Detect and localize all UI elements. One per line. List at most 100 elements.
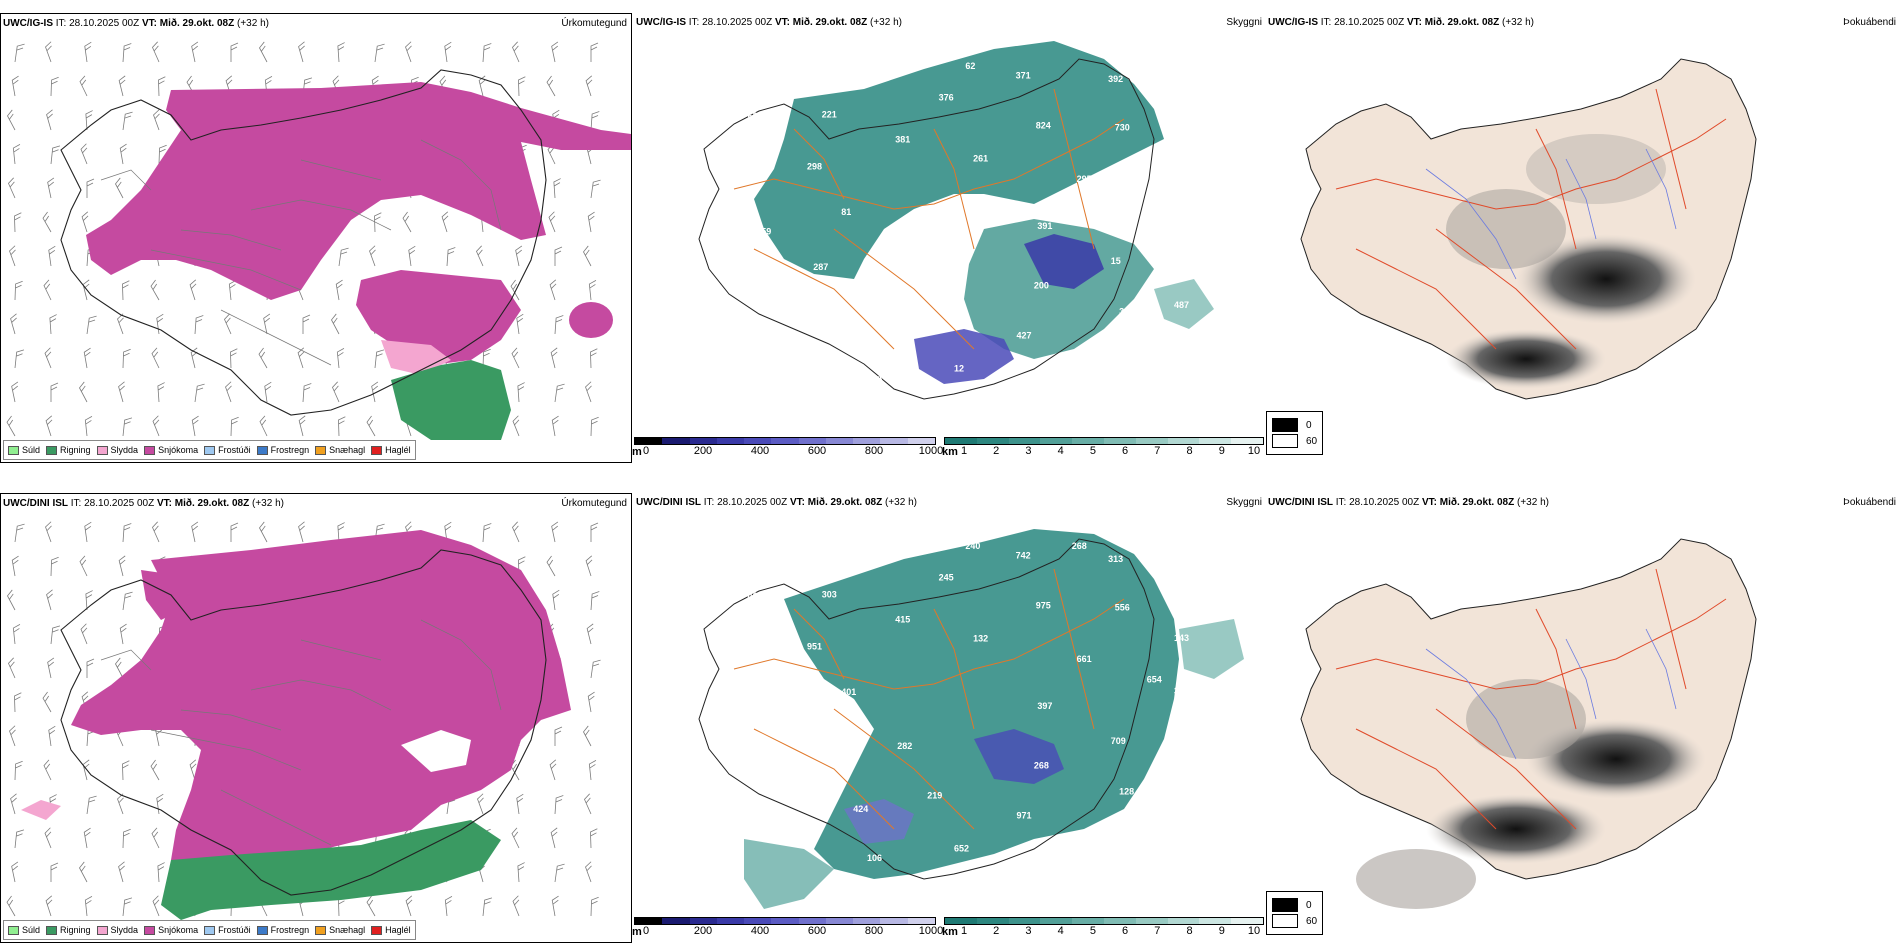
visibility-value-label: 143 — [1174, 633, 1189, 643]
visibility-value-label: 71 — [775, 307, 785, 317]
colorbar-cell — [907, 918, 935, 924]
visibility-low-area — [1024, 234, 1104, 289]
wind-barb — [48, 245, 56, 267]
wind-barb — [189, 759, 197, 781]
wind-barb — [44, 347, 52, 369]
wind-barb — [441, 211, 449, 233]
colorbar-cell — [635, 918, 663, 924]
precip-type-map — [6, 41, 631, 440]
legend-label: Frostregn — [270, 925, 310, 935]
wind-barb — [83, 827, 91, 849]
wind-barb — [551, 41, 559, 63]
wind-barb — [551, 415, 559, 437]
wind-barb — [122, 348, 131, 369]
wind-barb — [374, 43, 385, 63]
visibility-value-label: 245 — [939, 573, 954, 583]
colorbar-tick-label: 200 — [693, 445, 713, 457]
colorbar-km-strip — [944, 917, 1264, 925]
legend-swatch — [8, 925, 19, 935]
wind-barb — [482, 348, 491, 369]
wind-barb — [12, 144, 21, 165]
wind-barb — [336, 348, 345, 369]
legend-swatch — [144, 445, 156, 455]
wind-barb — [7, 109, 16, 131]
wind-barb — [587, 691, 595, 713]
colorbar-tick-label: 5 — [1089, 445, 1096, 457]
wind-barb — [11, 381, 19, 403]
colorbar-cell — [825, 918, 854, 924]
fog-indicator-map — [1300, 58, 1757, 400]
wind-barb — [47, 177, 55, 199]
legend-label: Snjókoma — [158, 445, 199, 455]
wind-barb — [590, 659, 601, 679]
colorbar-cell — [689, 918, 717, 924]
precip-type-panel-row1: UWC/IG-IS IT: 28.10.2025 00Z VT: Mið. 29… — [0, 13, 632, 463]
colorbar-m-strip — [634, 437, 936, 445]
visibility-value-labels: 391 186 261 200 81 295 83 381 15 287 824 427 298 384 3… — [724, 61, 1189, 405]
wind-barb — [11, 555, 19, 577]
colorbar-tick-label: 1 — [960, 445, 968, 457]
colorbar-tick-label: 5 — [1089, 925, 1096, 937]
wind-barb — [549, 759, 557, 781]
legend-label: Rigning — [60, 445, 91, 455]
wind-barb — [42, 691, 52, 713]
wind-barb — [551, 521, 559, 543]
wind-barb — [79, 861, 88, 883]
visibility-value-label: 415 — [895, 614, 910, 624]
wind-barb — [86, 658, 95, 678]
visibility-value-label: 240 — [965, 541, 980, 551]
visibility-colorbar-km: km 1 2 3 4 5 6 7 8 9 10 — [942, 917, 1264, 938]
visibility-low-area-south — [914, 329, 1014, 384]
colorbar-cell — [853, 918, 881, 924]
wind-barb — [554, 383, 565, 403]
visibility-value-label: 389 — [813, 742, 828, 752]
wind-barb — [83, 347, 91, 369]
wind-barb — [230, 348, 238, 369]
visibility-value-label: 287 — [813, 262, 828, 272]
wind-barb — [590, 591, 600, 611]
rain-area — [161, 820, 501, 920]
wind-barb — [122, 760, 130, 781]
colorbar-cell — [744, 438, 772, 444]
wind-barb — [14, 212, 22, 233]
visibility-value-label: 849 — [775, 787, 790, 797]
visibility-value-label: 401 — [841, 687, 856, 697]
colorbar-tick-label: 4 — [1057, 445, 1064, 457]
legend-item: Haglél — [371, 445, 411, 455]
wind-barb — [516, 313, 524, 335]
wind-barb — [550, 827, 558, 849]
colorbar-cell — [976, 918, 1009, 924]
wind-barb — [551, 895, 559, 917]
colorbar-cell — [880, 918, 908, 924]
snowfall-east — [356, 270, 521, 365]
legend-swatch — [315, 445, 327, 455]
sleet-area — [381, 340, 451, 375]
colorbar-tick-label: 6 — [1122, 925, 1129, 937]
visibility-value-label: 268 — [1072, 541, 1087, 551]
wind-barb — [8, 657, 16, 679]
wind-barb — [590, 42, 599, 62]
colorbar-tick-label: 4 — [1057, 925, 1064, 937]
legend-item: Snæhagl — [315, 445, 365, 455]
wind-barb — [122, 591, 133, 611]
model-name: UWC/DINI ISL — [3, 498, 68, 509]
wind-barb — [338, 247, 349, 267]
visibility-value-label: 221 — [822, 109, 837, 119]
wind-barb — [14, 692, 22, 713]
colorbar-km-unit: km — [942, 926, 958, 938]
wind-barb — [85, 590, 93, 611]
visibility-value-label: 422 — [732, 653, 747, 663]
visibility-value-label: 868 — [1174, 780, 1189, 790]
visibility-value-label: 132 — [973, 633, 988, 643]
precip-type-panel-row2: UWC/DINI ISL IT: 28.10.2025 00Z VT: Mið.… — [0, 493, 632, 943]
colorbar-cell — [689, 438, 717, 444]
visibility-value-label: 518 — [878, 544, 893, 554]
wind-barb — [50, 145, 61, 165]
wind-barb — [10, 313, 17, 335]
wind-barb — [153, 109, 160, 131]
legend-label: Snæhagl — [329, 925, 366, 935]
legend-label: Frostúði — [218, 445, 251, 455]
visibility-value-label: 62 — [965, 61, 975, 71]
wind-barb — [332, 381, 340, 403]
wind-barb — [9, 725, 16, 747]
